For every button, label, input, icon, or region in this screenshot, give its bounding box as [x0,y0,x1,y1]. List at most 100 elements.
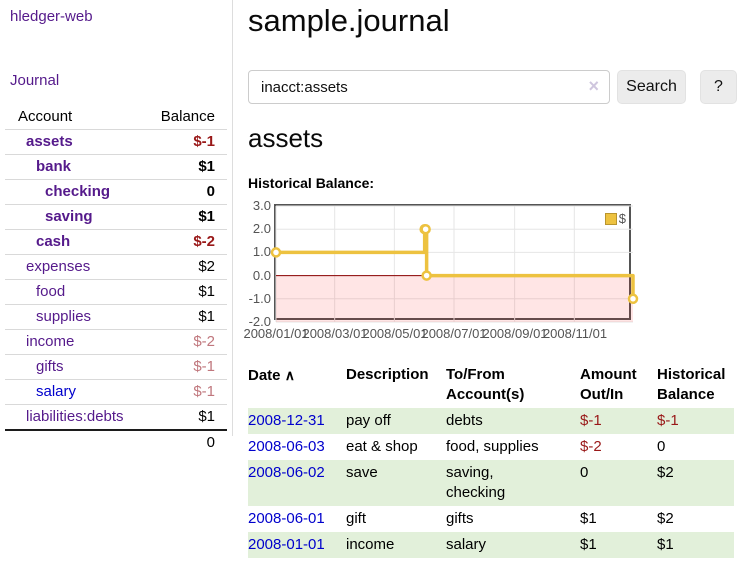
search-box: × [248,70,610,104]
account-row: checking 0 [5,179,227,204]
account-balance: 0 [206,183,215,200]
account-row: gifts $-1 [5,354,227,379]
legend-label: $ [618,211,626,226]
transaction-balance: $-1 [657,412,679,429]
y-tick-label: 2.0 [252,221,271,236]
chart-canvas [270,205,639,323]
account-link-expenses[interactable]: expenses [26,258,91,275]
transaction-description: save [346,464,378,481]
transaction-balance: $2 [657,464,674,481]
column-header-accounts: To/From Account(s) [446,366,525,403]
y-tick-label: 3.0 [252,198,271,213]
chart-plot-area: $ [270,204,639,323]
sort-ascending-icon: ∧ [284,367,295,383]
account-link-cash[interactable]: cash [36,233,71,250]
transaction-description: gift [346,510,367,527]
transaction-description: eat & shop [346,438,418,455]
chart-legend: $ [604,211,626,226]
main-content: sample.journal × Search ? assets Histori… [243,0,742,582]
help-button[interactable]: ? [700,70,737,104]
account-heading: assets [248,123,324,153]
account-row: salary $-1 [5,379,227,404]
account-balance: $1 [198,158,215,175]
account-row: assets $-1 [5,129,227,154]
app-title-link[interactable]: hledger-web [10,8,93,25]
account-link-bank[interactable]: bank [36,158,72,175]
accounts-header-balance: Balance [160,108,215,125]
chart-title: Historical Balance: [248,175,375,191]
account-link-income[interactable]: income [26,333,75,350]
transaction-accounts: debts [446,412,483,429]
account-row: liabilities:debts $1 [5,404,227,429]
journal-link[interactable]: Journal [10,72,60,89]
column-header-description: Description [346,366,429,383]
account-balance: $-1 [193,358,215,375]
account-balance: $-1 [193,133,215,150]
register-row: 2008-06-02 save saving, checking 0 $2 [248,460,734,506]
accounts-table: Account Balance assets $-1 bank $1 check… [5,105,227,455]
column-header-balance: Historical Balance [657,366,726,403]
register-row: 2008-06-03 eat & shop food, supplies $-2… [248,434,734,460]
account-link-assets[interactable]: assets [26,133,73,150]
account-row: income $-2 [5,329,227,354]
account-balance: $-2 [193,233,215,250]
transaction-amount: $-2 [580,438,602,455]
register-row: 2008-12-31 pay off debts $-1 $-1 [248,408,734,434]
transaction-amount: $1 [580,536,597,553]
account-link-liabilities-debts[interactable]: liabilities:debts [26,408,124,425]
account-balance: $1 [198,283,215,300]
sidebar: hledger-web Journal Account Balance asse… [0,0,233,451]
transaction-balance: 0 [657,438,666,455]
account-balance: $1 [198,308,215,325]
account-row: bank $1 [5,154,227,179]
x-tick-label: 2008/01/01 [243,326,309,341]
transaction-accounts: salary [446,536,487,553]
transaction-balance: $2 [657,510,674,527]
account-row: cash $-2 [5,229,227,254]
account-link-supplies[interactable]: supplies [36,308,92,325]
y-tick-label: -2.0 [248,314,271,329]
register-row: 2008-06-01 gift gifts $1 $2 [248,506,734,532]
transaction-accounts: saving, checking [446,464,506,501]
account-link-salary[interactable]: salary [36,383,77,400]
account-balance: $-2 [193,333,215,350]
account-row: supplies $1 [5,304,227,329]
transaction-balance: $1 [657,536,674,553]
search-button[interactable]: Search [617,70,686,104]
transaction-description: income [346,536,395,553]
accounts-total-balance: 0 [206,434,215,451]
x-tick-label: 2008/11/01 [542,326,608,341]
account-link-gifts[interactable]: gifts [36,358,64,375]
y-tick-label: 0.0 [252,268,271,283]
register-table: Date ∧ Description To/From Account(s) Amo… [248,362,734,558]
account-balance: $1 [198,208,215,225]
account-link-saving[interactable]: saving [45,208,93,225]
legend-swatch-icon [604,212,617,225]
transaction-description: pay off [346,412,391,429]
transaction-date-link[interactable]: 2008-06-03 [248,438,325,455]
search-form: × Search ? [248,70,742,104]
transaction-date-link[interactable]: 2008-06-01 [248,510,325,527]
x-tick-label: 2008/03/01 [302,326,368,341]
historical-balance-chart: 3.0 2.0 1.0 0.0 -1.0 -2.0 $ 2008/01/01 2… [243,198,648,345]
transaction-date-link[interactable]: 2008-12-31 [248,412,325,429]
page-title: sample.journal [248,3,450,38]
x-tick-label: 2008/05/01 [362,326,428,341]
search-input[interactable] [248,70,610,104]
accounts-table-header: Account Balance [5,105,227,129]
clear-search-icon[interactable]: × [588,76,599,96]
column-header-date[interactable]: Date ∧ [248,367,295,384]
transaction-amount: $-1 [580,412,602,429]
transaction-accounts: food, supplies [446,438,539,455]
transaction-amount: $1 [580,510,597,527]
account-link-checking[interactable]: checking [45,183,111,200]
account-balance: $2 [198,258,215,275]
register-header-row: Date ∧ Description To/From Account(s) Amo… [248,362,734,408]
account-balance: $-1 [193,383,215,400]
account-link-food[interactable]: food [36,283,66,300]
transaction-amount: 0 [580,464,589,481]
accounts-total-row: 0 [5,429,227,455]
transaction-date-link[interactable]: 2008-01-01 [248,536,325,553]
account-row: food $1 [5,279,227,304]
transaction-date-link[interactable]: 2008-06-02 [248,464,325,481]
